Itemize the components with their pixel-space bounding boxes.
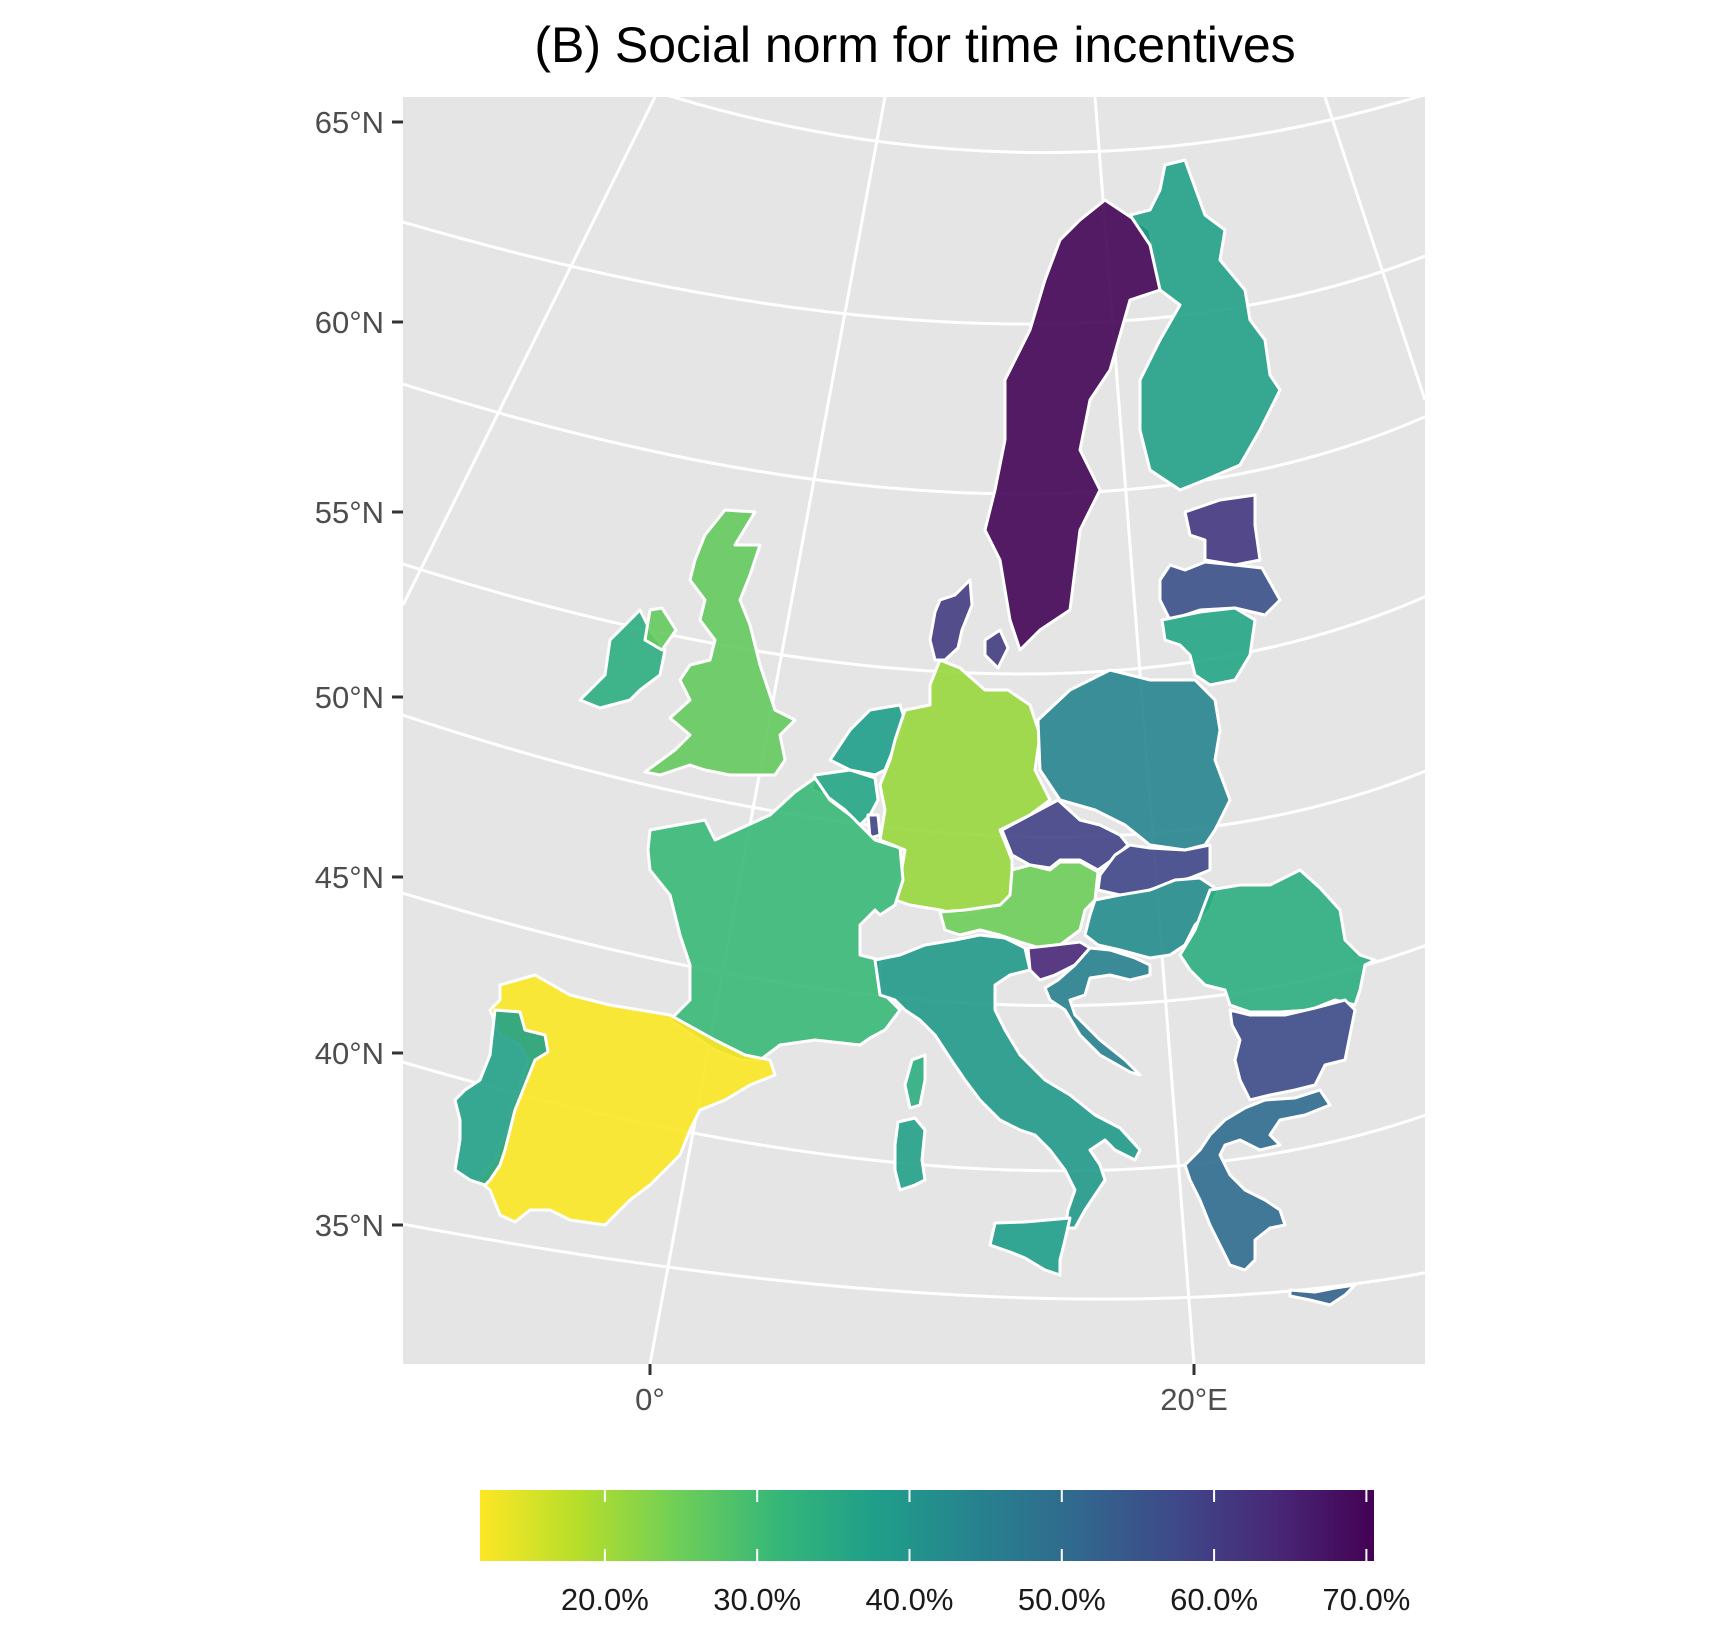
- latitude-axis: 65°N 60°N 55°N 50°N 45°N 40°N 35°N: [315, 105, 403, 1243]
- lon-label-0: 0°: [635, 1382, 665, 1417]
- lat-label-55: 55°N: [315, 495, 384, 530]
- country-northern-ireland: [643, 606, 678, 652]
- graticule-meridian-minus10: [403, 97, 657, 606]
- country-estonia: [1183, 493, 1262, 567]
- lat-label-65: 65°N: [315, 105, 384, 140]
- countries-layer: [453, 158, 1377, 1307]
- legend-colorbar: [480, 1490, 1374, 1561]
- country-sweden: [983, 198, 1162, 652]
- country-bulgaria: [1228, 998, 1357, 1102]
- country-lithuania: [1160, 606, 1257, 687]
- lat-label-60: 60°N: [315, 305, 384, 340]
- country-finland: [1128, 158, 1282, 492]
- country-sardinia: [893, 1116, 927, 1192]
- legend-tick-label: 20.0%: [561, 1582, 649, 1617]
- lat-label-50: 50°N: [315, 680, 384, 715]
- country-poland: [1036, 668, 1232, 852]
- legend-tick-label: 60.0%: [1170, 1582, 1258, 1617]
- legend-tick-label: 50.0%: [1018, 1582, 1106, 1617]
- country-latvia: [1158, 560, 1282, 622]
- country-croatia: [1043, 946, 1152, 1077]
- graticule-parallel-30: [403, 1222, 1425, 1301]
- country-cyprus: [1288, 1283, 1357, 1307]
- lat-label-40: 40°N: [315, 1036, 384, 1071]
- country-portugal: [453, 1008, 550, 1187]
- country-corsica: [903, 1053, 927, 1110]
- country-denmark-zealand: [983, 628, 1010, 670]
- graticule-meridian-20: [1323, 97, 1425, 401]
- longitude-axis: 0° 20°E: [635, 1364, 1228, 1417]
- country-italy: [873, 933, 1142, 1230]
- graticule-parallel-60: [403, 220, 1425, 326]
- chart-title: (B) Social norm for time incentives: [534, 17, 1295, 73]
- legend-tick-label: 40.0%: [866, 1582, 954, 1617]
- color-legend: 20.0% 30.0% 40.0% 50.0% 60.0% 70.0%: [480, 1490, 1410, 1617]
- country-greece: [1183, 1088, 1332, 1272]
- legend-tick-label: 30.0%: [713, 1582, 801, 1617]
- country-hungary: [1083, 876, 1220, 960]
- lon-label-20: 20°E: [1160, 1382, 1228, 1417]
- legend-ticks: 20.0% 30.0% 40.0% 50.0% 60.0% 70.0%: [561, 1490, 1410, 1617]
- graticule-parallel-55: [403, 382, 1425, 496]
- country-denmark: [928, 578, 974, 662]
- lat-label-35: 35°N: [315, 1208, 384, 1243]
- country-united-kingdom: [643, 508, 797, 777]
- lat-label-45: 45°N: [315, 860, 384, 895]
- country-sicily: [988, 1216, 1072, 1277]
- graticule-parallel-65: [668, 97, 1423, 155]
- country-romania: [1178, 868, 1377, 1014]
- legend-tick-label: 70.0%: [1322, 1582, 1410, 1617]
